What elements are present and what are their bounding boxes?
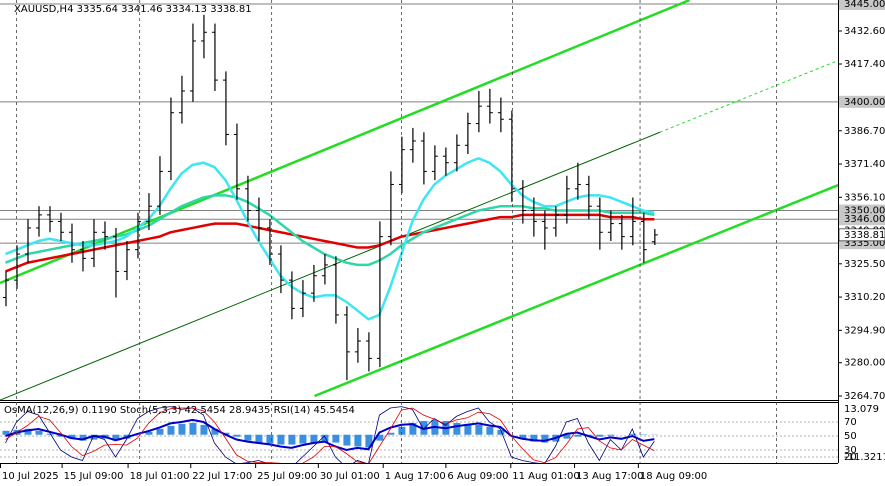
osc-tick-label: 13.079 xyxy=(844,404,879,415)
osc-level-label: 70 xyxy=(844,417,857,428)
x-tick-label: 18 Jul 01:00 xyxy=(130,471,190,482)
level-box xyxy=(839,213,885,226)
osma-bar xyxy=(156,428,164,435)
osma-bar xyxy=(244,434,252,441)
level-box xyxy=(839,0,885,10)
osma-bar xyxy=(90,434,98,440)
osma-bar xyxy=(288,434,296,445)
osma-bar xyxy=(321,434,329,442)
level-label: 3335.00 xyxy=(844,238,885,249)
osma-bar xyxy=(343,434,351,446)
osc-panel xyxy=(0,406,838,463)
osma-bar xyxy=(145,431,153,435)
y-tick-label: 3264.70 xyxy=(844,391,885,402)
level-label: 3346.00 xyxy=(844,214,885,225)
x-tick-label: 1 Aug 17:00 xyxy=(385,471,446,482)
last-price-box xyxy=(838,228,885,242)
level-label: 3350.00 xyxy=(844,206,885,217)
y-tick-label: 3417.40 xyxy=(844,59,885,70)
x-tick-label: 6 Aug 09:00 xyxy=(447,471,508,482)
osma-bar xyxy=(629,433,637,435)
osma-bar xyxy=(2,430,10,435)
x-tick-label: 15 Jul 09:00 xyxy=(64,471,124,482)
x-tick-label: 13 Aug 17:00 xyxy=(576,471,643,482)
osma-bar xyxy=(464,423,472,435)
osma-bar xyxy=(387,432,395,435)
osma-bar xyxy=(563,434,571,439)
main-panel xyxy=(0,0,838,400)
osma-bar xyxy=(409,422,417,435)
osma-bar xyxy=(266,434,274,444)
chart-title: XAUUSD,H4 3335.64 3341.46 3334.13 3338.8… xyxy=(14,4,252,15)
y-tick-label: 3325.50 xyxy=(844,259,885,270)
osma-bar xyxy=(365,434,373,448)
osma-bar xyxy=(453,422,461,435)
osc-level-label: 30 xyxy=(844,445,857,456)
osma-bar xyxy=(233,434,241,437)
osma-bar xyxy=(211,428,219,435)
channel-line xyxy=(0,131,661,400)
osma-bar xyxy=(475,424,483,435)
level-label: 3400.00 xyxy=(844,97,885,108)
osma-bar xyxy=(112,434,120,441)
x-tick-label: 25 Jul 09:00 xyxy=(257,471,317,482)
moving-average xyxy=(5,213,655,273)
osma-bar xyxy=(541,434,549,443)
osma-bar xyxy=(35,430,43,435)
channel-line xyxy=(659,60,838,133)
x-tick-label: 18 Aug 09:00 xyxy=(640,471,707,482)
y-tick-label: 3386.70 xyxy=(844,126,885,137)
osma-bar xyxy=(167,425,175,435)
osma-bar xyxy=(519,434,527,439)
osma-bar xyxy=(79,434,87,441)
x-tick-label: 22 Jul 17:00 xyxy=(192,471,252,482)
osma-bar xyxy=(354,434,362,447)
y-tick-label: 3432.60 xyxy=(844,26,885,37)
y-tick-label: 3310.20 xyxy=(844,292,885,303)
x-tick-label: 10 Jul 2025 xyxy=(2,471,59,482)
osc-label: OsMA(12,26,9) 0.1190 Stoch(5,3,3) 42.545… xyxy=(4,405,355,416)
y-tick-label: 3294.90 xyxy=(844,325,885,336)
last-price-label: 3338.81 xyxy=(844,230,885,241)
osma-bar xyxy=(398,426,406,435)
y-tick-label: 3356.10 xyxy=(844,192,885,203)
osma-bar xyxy=(607,434,615,436)
osma-bar xyxy=(200,424,208,435)
osma-bar xyxy=(497,429,505,435)
osma-bar xyxy=(24,428,32,435)
osma-bar xyxy=(420,420,428,435)
moving-average xyxy=(5,157,655,321)
x-tick-label: 11 Aug 01:00 xyxy=(512,471,579,482)
osma-bar xyxy=(189,422,197,435)
osma-bar xyxy=(277,434,285,445)
level-box xyxy=(839,95,885,108)
osma-bar xyxy=(332,434,340,443)
osma-bar xyxy=(596,434,604,437)
y-tick-label: 3371.40 xyxy=(844,159,885,170)
osma-bar xyxy=(486,426,494,435)
y-tick-label: 3280.00 xyxy=(844,358,885,369)
osma-bar xyxy=(255,434,263,443)
x-tick-label: 30 Jul 01:00 xyxy=(320,471,380,482)
osc-level-label: 50 xyxy=(844,431,857,442)
osc-tick-label: -11.3211 xyxy=(844,452,885,463)
level-label: 3445.00 xyxy=(844,0,885,10)
osc-line xyxy=(5,418,655,452)
osma-bar xyxy=(574,434,582,437)
osma-bar xyxy=(178,423,186,435)
osma-bar xyxy=(68,434,76,439)
osc-line xyxy=(5,407,655,463)
osma-bar xyxy=(376,434,384,441)
osma-bar xyxy=(299,434,307,444)
osma-bar xyxy=(530,434,538,442)
osc-level-label: 20 xyxy=(844,452,857,463)
osma-bar xyxy=(310,434,318,443)
osma-bar xyxy=(46,433,54,435)
